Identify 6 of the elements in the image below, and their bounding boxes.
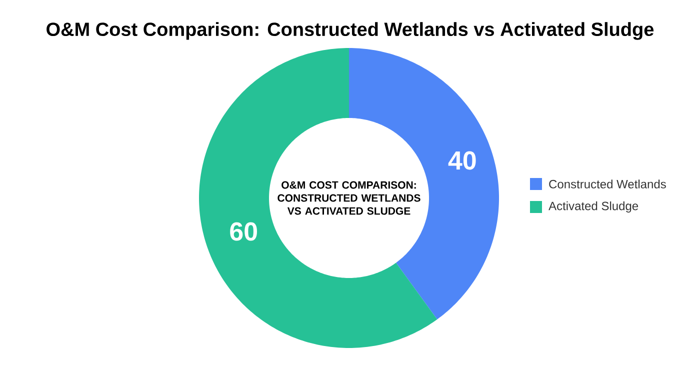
data-label: 40 — [448, 151, 476, 170]
legend-label: Activated Sludge — [548, 201, 638, 213]
chart-title: O&M Cost Comparison: Constructed Wetlands vs Activated Sludge — [46, 22, 654, 40]
legend-label: Constructed Wetlands — [549, 180, 666, 188]
data-label: 60 — [230, 222, 257, 241]
text: O&M COST COMPARISON: CONSTRUCTED WETLANDS VS ACTIVATED SLUDGE — [278, 181, 420, 215]
